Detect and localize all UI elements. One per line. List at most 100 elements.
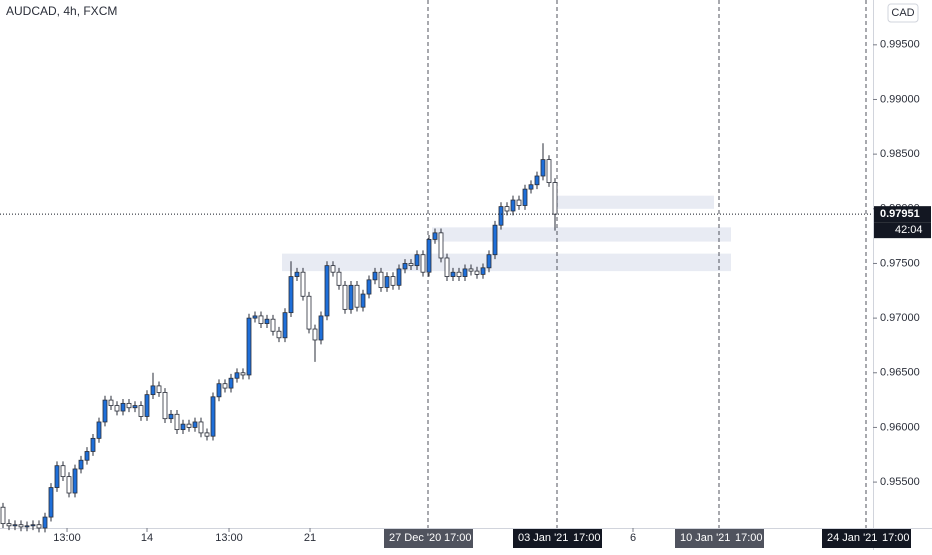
- candle-body: [384, 276, 390, 288]
- candle-body: [372, 271, 378, 281]
- candle-body: [234, 372, 240, 379]
- currency-label: CAD: [891, 7, 914, 19]
- candle-body: [162, 392, 168, 420]
- candle-body: [288, 276, 294, 314]
- candle-body: [108, 399, 114, 406]
- candle-body: [0, 506, 6, 525]
- candle-body: [522, 188, 528, 206]
- candle-body: [330, 265, 336, 273]
- candle-body: [222, 383, 228, 389]
- zone: [282, 253, 731, 272]
- candle-body: [546, 159, 552, 183]
- candle-body: [486, 254, 492, 269]
- candle-body: [114, 405, 120, 412]
- candle-body: [72, 468, 78, 494]
- y-tick-label: 0.95500: [880, 476, 920, 488]
- candle-body: [414, 254, 420, 267]
- y-tick-label: 0.98500: [880, 148, 920, 160]
- chart-title: AUDCAD, 4h, FXCM: [6, 4, 117, 18]
- candle-body: [420, 254, 426, 273]
- candle-body: [150, 385, 156, 396]
- candle-body: [42, 516, 48, 529]
- candle-body: [342, 284, 348, 310]
- candle-body: [18, 524, 24, 528]
- candle-body: [198, 421, 204, 434]
- candle-body: [534, 175, 540, 186]
- y-tick-label: 0.97000: [880, 312, 920, 324]
- candle-body: [156, 385, 162, 393]
- marker-label-bg: [513, 529, 602, 548]
- candle-body: [462, 268, 468, 277]
- candle-body: [96, 421, 102, 439]
- candle-body: [30, 524, 36, 527]
- y-tick-label: 0.96500: [880, 367, 920, 379]
- candle-body: [138, 405, 144, 417]
- marker-date: 03 Jan '21: [518, 532, 568, 544]
- candle-body: [144, 394, 150, 417]
- marker-label-bg: [384, 529, 473, 548]
- x-tick-label: 14: [141, 532, 153, 544]
- candle-body: [402, 263, 408, 270]
- candle-body: [66, 476, 72, 494]
- candle-body: [396, 268, 402, 286]
- candle-body: [252, 315, 258, 319]
- candle-body: [504, 206, 510, 212]
- candle-body: [336, 271, 342, 286]
- candle-body: [126, 402, 132, 409]
- candle-body: [132, 405, 138, 409]
- candle-body: [318, 315, 324, 341]
- candle-body: [270, 318, 276, 332]
- candle-body: [12, 524, 18, 527]
- candle-body: [492, 224, 498, 256]
- candle-body: [528, 184, 534, 190]
- candle-body: [282, 312, 288, 339]
- currency-button[interactable]: [887, 3, 919, 23]
- candle-body: [78, 459, 84, 470]
- y-tick-label: 0.97500: [880, 257, 920, 269]
- candle-body: [174, 413, 180, 431]
- candle-body: [510, 199, 516, 212]
- last-price-label: 0.97951: [880, 208, 920, 220]
- candle-body: [102, 399, 108, 423]
- x-tick-label: 21: [304, 532, 316, 544]
- candle-body: [450, 271, 456, 277]
- marker-time: 17:00: [573, 532, 601, 544]
- marker-date: 27 Dec '20: [389, 532, 441, 544]
- candle-body: [240, 372, 246, 376]
- candle-body: [480, 267, 486, 275]
- countdown-bg: [874, 222, 931, 239]
- candle-body: [378, 271, 384, 288]
- candle-body: [366, 279, 372, 295]
- marker-label-bg: [675, 529, 764, 548]
- candle-body: [120, 402, 126, 412]
- candle-body: [258, 315, 264, 324]
- candle-body: [444, 257, 450, 277]
- x-tick-label: 6: [630, 532, 636, 544]
- candle-body: [204, 432, 210, 437]
- candle-body: [426, 239, 432, 273]
- candle-body: [216, 383, 222, 398]
- candle-body: [312, 328, 318, 341]
- candle-body: [468, 268, 474, 272]
- last-price-bg: [874, 206, 931, 223]
- y-tick-label: 0.99000: [880, 93, 920, 105]
- marker-time: 17:00: [444, 532, 472, 544]
- candle-body: [84, 451, 90, 461]
- candle-body: [390, 276, 396, 286]
- candle-body: [168, 413, 174, 420]
- candle-body: [6, 523, 12, 527]
- candle-body: [276, 330, 282, 339]
- zone: [557, 195, 714, 209]
- candle-body: [294, 271, 300, 277]
- countdown-label: 42:04: [895, 224, 923, 236]
- candle-body: [456, 271, 462, 277]
- candle-body: [516, 199, 522, 206]
- candle-body: [348, 284, 354, 310]
- zone: [432, 227, 731, 242]
- x-tick-label: 13:00: [53, 532, 81, 544]
- candle-body: [210, 396, 216, 437]
- candle-body: [300, 271, 306, 297]
- marker-date: 24 Jan '21: [827, 532, 877, 544]
- candle-body: [306, 295, 312, 330]
- candle-body: [36, 524, 42, 529]
